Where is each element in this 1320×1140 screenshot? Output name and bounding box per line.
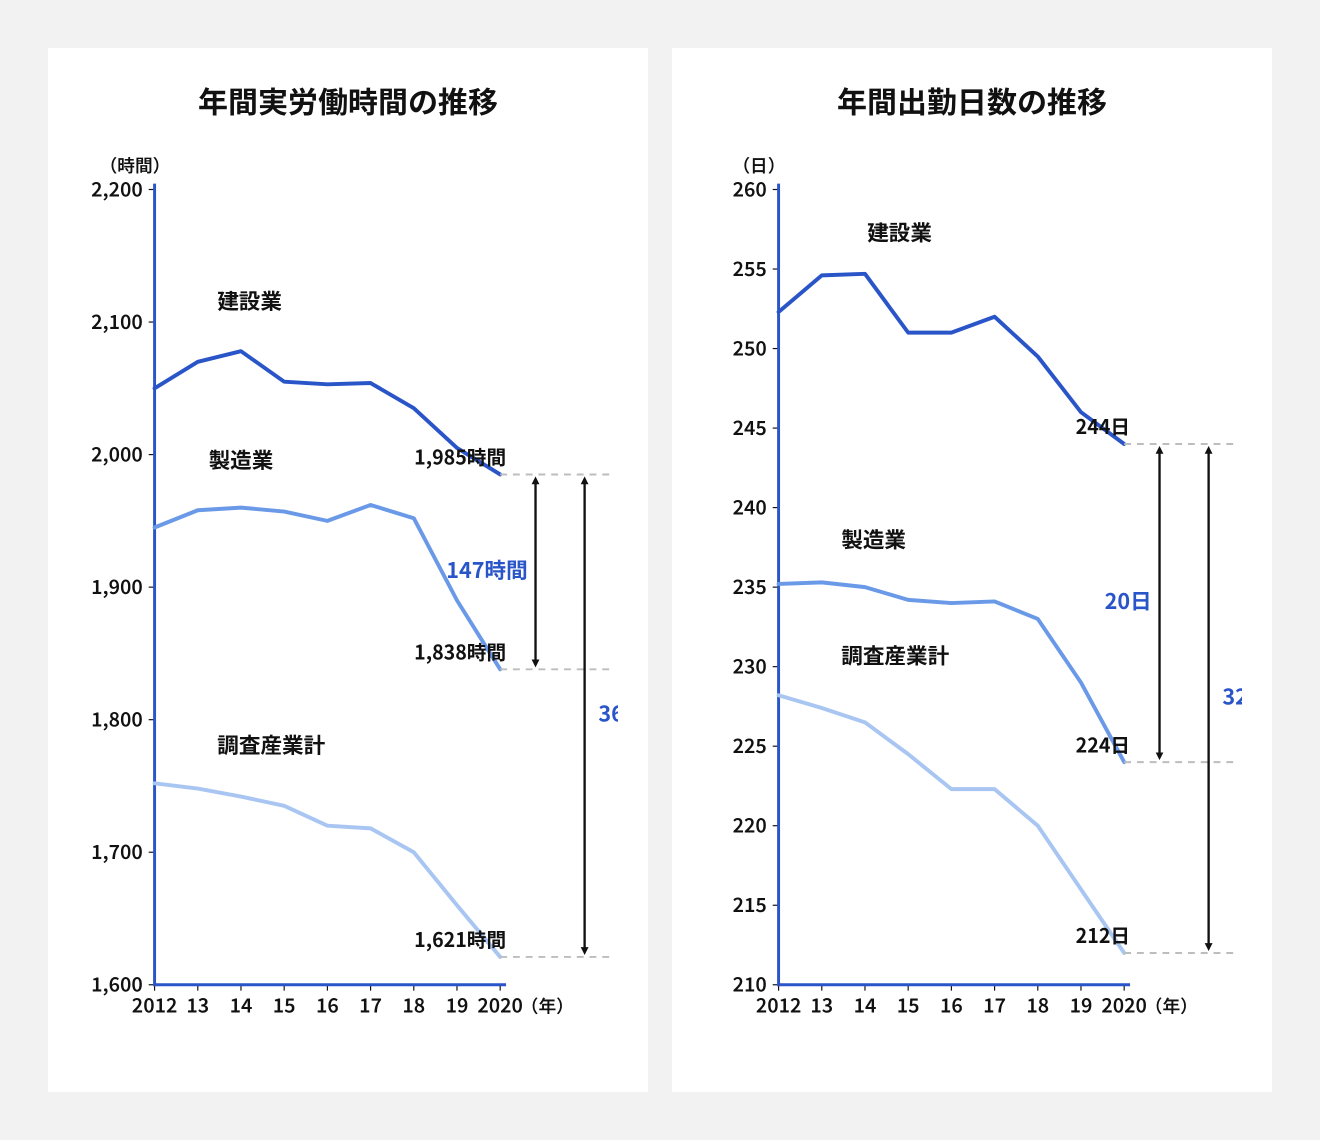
- left-chart: （時間）2,2002,1002,0001,9001,8001,7001,6002…: [78, 132, 618, 1057]
- diff-label-1: 364時間: [598, 698, 618, 729]
- y-tick-label: 220: [733, 810, 767, 839]
- right-chart-svg: （日）2602552502452402352302252202152102012…: [702, 132, 1242, 1057]
- end-value-建設業: 1,985時間: [414, 442, 506, 471]
- x-tick-label: 16: [940, 989, 963, 1018]
- x-tick-label: 2020: [477, 989, 523, 1018]
- x-tick-label: 14: [854, 989, 877, 1018]
- right-panel: 年間出勤日数の推移 （日）260255250245240235230225220…: [672, 48, 1272, 1092]
- y-tick-label: 1,700: [91, 836, 143, 865]
- y-tick-label: 1,800: [91, 704, 143, 733]
- series-line-建設業: [779, 274, 1125, 444]
- y-tick-label: 235: [733, 571, 767, 600]
- left-title: 年間実労働時間の推移: [78, 78, 618, 122]
- right-title: 年間出勤日数の推移: [702, 78, 1242, 122]
- series-label-調査産業計: 調査産業計: [841, 639, 949, 670]
- x-tick-label: 17: [983, 989, 1006, 1018]
- left-chart-svg: （時間）2,2002,1002,0001,9001,8001,7001,6002…: [78, 132, 618, 1057]
- series-label-製造業: 製造業: [841, 523, 906, 554]
- y-tick-label: 2,200: [91, 173, 143, 202]
- series-line-調査産業計: [779, 695, 1125, 953]
- diff-label-0: 20日: [1105, 585, 1152, 616]
- x-tick-label: 19: [446, 989, 469, 1018]
- y-tick-label: 255: [733, 253, 767, 282]
- series-label-建設業: 建設業: [867, 216, 932, 247]
- x-tick-label: 18: [1026, 989, 1049, 1018]
- x-tick-label: 2012: [756, 989, 802, 1018]
- x-tick-label: 13: [810, 989, 833, 1018]
- y-tick-label: 225: [733, 730, 767, 759]
- x-unit-label: （年）: [521, 993, 574, 1018]
- series-label-調査産業計: 調査産業計: [217, 729, 325, 760]
- y-tick-label: 215: [733, 889, 767, 918]
- end-value-調査産業計: 1,621時間: [414, 924, 506, 953]
- end-value-製造業: 1,838時間: [414, 636, 506, 665]
- end-value-調査産業計: 212日: [1076, 920, 1130, 949]
- y-tick-label: 2,000: [91, 438, 143, 467]
- page: 年間実労働時間の推移 （時間）2,2002,1002,0001,9001,800…: [0, 0, 1320, 1140]
- x-tick-label: 14: [230, 989, 253, 1018]
- diff-label-1: 32日: [1222, 680, 1242, 711]
- end-value-製造業: 224日: [1076, 729, 1130, 758]
- right-chart: （日）2602552502452402352302252202152102012…: [702, 132, 1242, 1057]
- x-tick-label: 18: [402, 989, 425, 1018]
- x-tick-label: 2012: [132, 989, 178, 1018]
- left-panel: 年間実労働時間の推移 （時間）2,2002,1002,0001,9001,800…: [48, 48, 648, 1092]
- x-tick-label: 16: [316, 989, 339, 1018]
- y-tick-label: 2,100: [91, 306, 143, 335]
- series-line-製造業: [779, 582, 1125, 762]
- y-tick-label: 260: [733, 173, 767, 202]
- y-tick-label: 245: [733, 412, 767, 441]
- x-tick-label: 17: [359, 989, 382, 1018]
- series-label-建設業: 建設業: [217, 285, 282, 316]
- x-tick-label: 2020: [1101, 989, 1147, 1018]
- x-tick-label: 15: [897, 989, 920, 1018]
- y-tick-label: 250: [733, 332, 767, 361]
- x-tick-label: 19: [1070, 989, 1093, 1018]
- x-tick-label: 15: [273, 989, 296, 1018]
- x-unit-label: （年）: [1145, 993, 1198, 1018]
- y-tick-label: 1,900: [91, 571, 143, 600]
- x-tick-label: 13: [186, 989, 209, 1018]
- diff-label-0: 147時間: [446, 554, 527, 585]
- y-tick-label: 240: [733, 491, 767, 520]
- y-tick-label: 230: [733, 651, 767, 680]
- end-value-建設業: 244日: [1076, 411, 1130, 440]
- series-label-製造業: 製造業: [209, 444, 274, 475]
